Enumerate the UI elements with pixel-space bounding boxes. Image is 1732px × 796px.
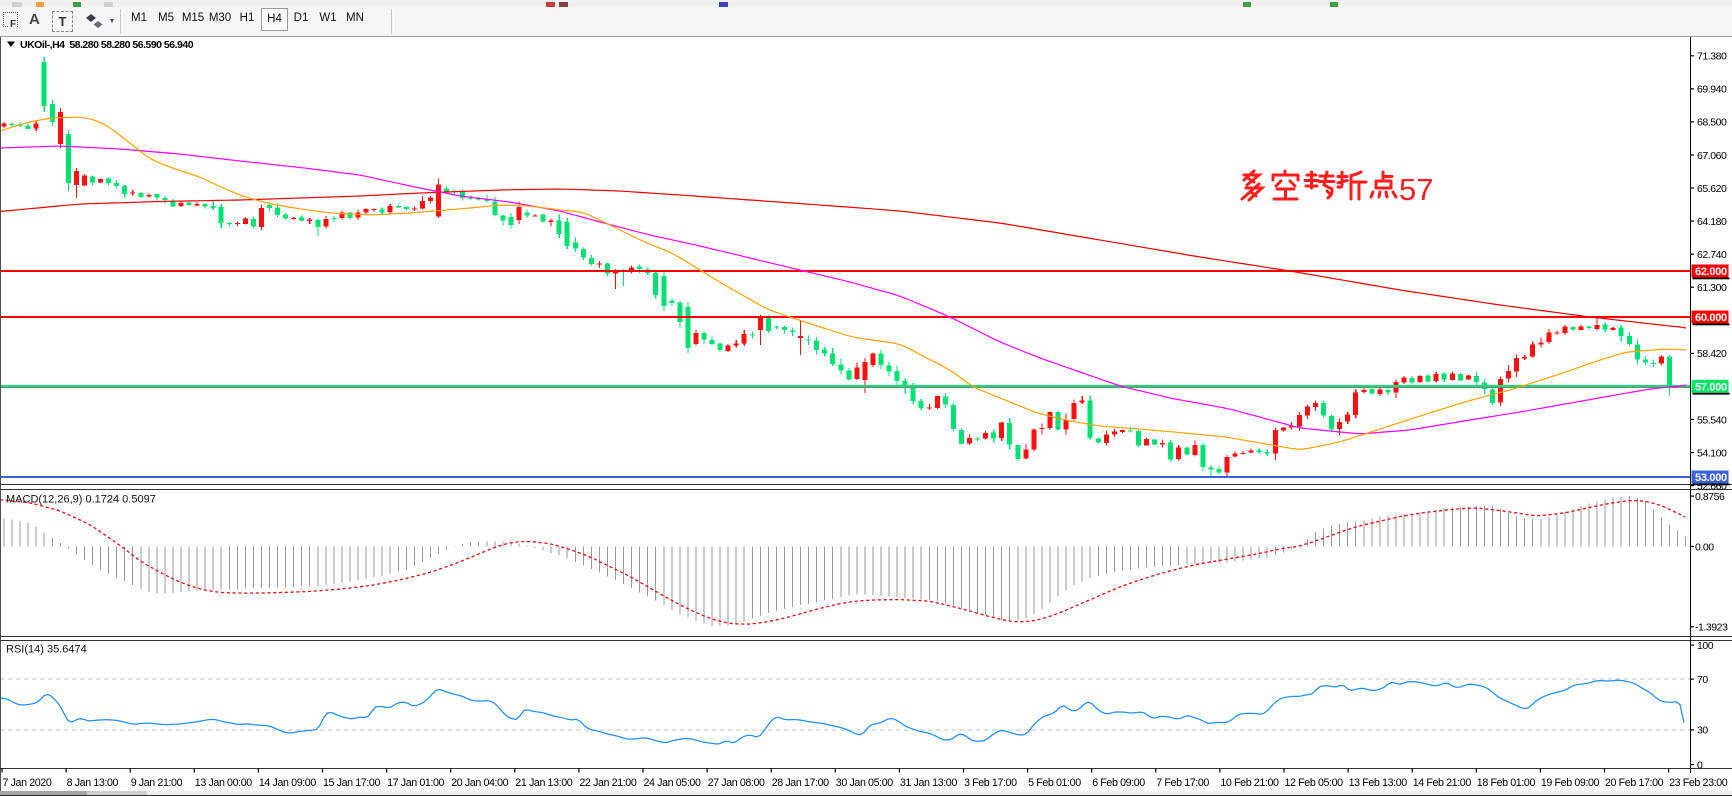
svg-text:0: 0 <box>1697 759 1703 771</box>
svg-text:65.620: 65.620 <box>1697 183 1727 195</box>
svg-text:10 Feb 21:00: 10 Feb 21:00 <box>1220 777 1279 789</box>
svg-text:61.300: 61.300 <box>1697 282 1727 294</box>
svg-text:-1.3923: -1.3923 <box>1695 622 1728 634</box>
svg-text:12 Feb 05:00: 12 Feb 05:00 <box>1285 777 1344 789</box>
svg-text:62.740: 62.740 <box>1697 249 1727 261</box>
svg-text:28 Jan 17:00: 28 Jan 17:00 <box>772 777 829 789</box>
svg-text:RSI(14) 35.6474: RSI(14) 35.6474 <box>6 644 87 656</box>
svg-text:7 Feb 17:00: 7 Feb 17:00 <box>1156 777 1209 789</box>
svg-text:7 Jan 2020: 7 Jan 2020 <box>3 777 52 789</box>
svg-text:30 Jan 05:00: 30 Jan 05:00 <box>836 777 893 789</box>
svg-text:57.000: 57.000 <box>1695 381 1727 393</box>
svg-text:70: 70 <box>1697 674 1708 686</box>
svg-text:21 Jan 13:00: 21 Jan 13:00 <box>515 777 572 789</box>
svg-text:15 Jan 17:00: 15 Jan 17:00 <box>323 777 380 789</box>
svg-text:62.000: 62.000 <box>1695 266 1727 278</box>
svg-text:13 Jan 00:00: 13 Jan 00:00 <box>195 777 252 789</box>
svg-text:100: 100 <box>1697 640 1714 652</box>
svg-text:9 Jan 21:00: 9 Jan 21:00 <box>131 777 183 789</box>
svg-text:67.060: 67.060 <box>1697 150 1727 162</box>
svg-text:24 Jan 05:00: 24 Jan 05:00 <box>644 777 701 789</box>
svg-text:0.00: 0.00 <box>1695 541 1714 553</box>
svg-text:19 Feb 09:00: 19 Feb 09:00 <box>1541 777 1600 789</box>
svg-text:27 Jan 08:00: 27 Jan 08:00 <box>708 777 765 789</box>
svg-text:60.000: 60.000 <box>1695 312 1727 324</box>
svg-text:5 Feb 01:00: 5 Feb 01:00 <box>1028 777 1081 789</box>
svg-text:UKOil-,H4 58.280 58.280 56.59: UKOil-,H4 58.280 58.280 56.590 56.940 <box>20 39 194 51</box>
svg-text:53.000: 53.000 <box>1695 472 1727 484</box>
svg-text:31 Jan 13:00: 31 Jan 13:00 <box>900 777 957 789</box>
svg-text:8 Jan 13:00: 8 Jan 13:00 <box>67 777 119 789</box>
svg-text:68.500: 68.500 <box>1697 117 1727 129</box>
svg-text:14 Jan 09:00: 14 Jan 09:00 <box>259 777 316 789</box>
svg-text:20 Jan 04:00: 20 Jan 04:00 <box>451 777 508 789</box>
svg-text:23 Feb 23:00: 23 Feb 23:00 <box>1669 777 1728 789</box>
svg-text:MACD(12,26,9) 0.1724 0.5097: MACD(12,26,9) 0.1724 0.5097 <box>6 494 156 506</box>
svg-text:3 Feb 17:00: 3 Feb 17:00 <box>964 777 1017 789</box>
svg-text:58.420: 58.420 <box>1697 348 1727 360</box>
svg-text:18 Feb 01:00: 18 Feb 01:00 <box>1477 777 1536 789</box>
svg-text:55.540: 55.540 <box>1697 414 1727 426</box>
svg-text:14 Feb 21:00: 14 Feb 21:00 <box>1413 777 1472 789</box>
svg-text:17 Jan 01:00: 17 Jan 01:00 <box>387 777 444 789</box>
svg-text:54.100: 54.100 <box>1697 447 1727 459</box>
svg-text:30: 30 <box>1697 725 1708 737</box>
svg-text:64.180: 64.180 <box>1697 216 1727 228</box>
svg-text:57: 57 <box>1399 172 1433 207</box>
svg-text:22 Jan 21:00: 22 Jan 21:00 <box>579 777 636 789</box>
svg-text:13 Feb 13:00: 13 Feb 13:00 <box>1349 777 1408 789</box>
svg-text:6 Feb 09:00: 6 Feb 09:00 <box>1092 777 1145 789</box>
svg-text:69.940: 69.940 <box>1697 84 1727 96</box>
svg-text:0.8756: 0.8756 <box>1695 491 1725 503</box>
svg-text:71.380: 71.380 <box>1697 51 1727 63</box>
svg-text:20 Feb 17:00: 20 Feb 17:00 <box>1605 777 1664 789</box>
